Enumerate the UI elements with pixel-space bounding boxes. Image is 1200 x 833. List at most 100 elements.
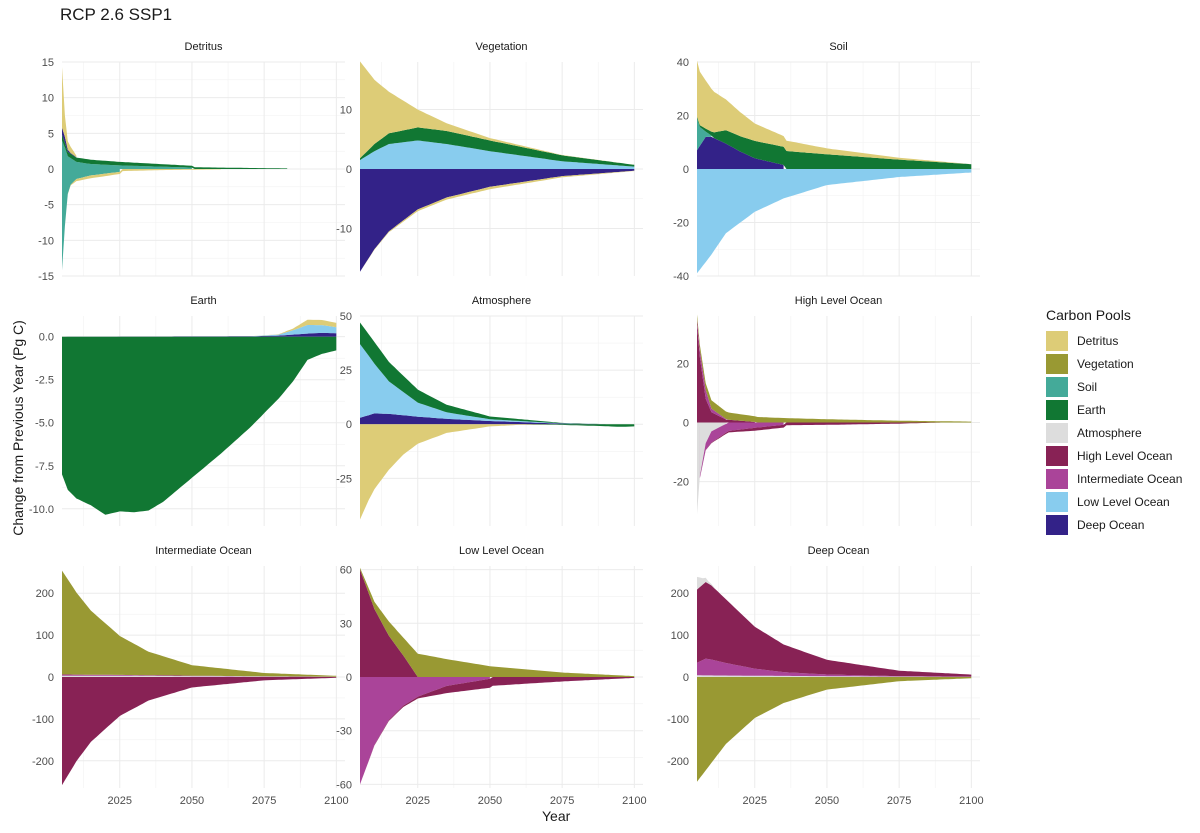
series-area-deep-ocean (697, 136, 784, 169)
y-tick-label: 0 (48, 164, 54, 176)
y-tick-label: -100 (667, 714, 689, 726)
series-area-vegetation (62, 570, 337, 677)
legend-swatch (1046, 445, 1068, 466)
facet-title: Atmosphere (472, 295, 531, 307)
facet-chart: Detritus-15-10-5051015Vegetation-10010So… (29, 41, 984, 807)
facet-panel: High Level Ocean -20 0 20 (673, 295, 980, 526)
series-area-intermediate-ocean (360, 677, 490, 785)
y-tick-label: 0 (346, 672, 352, 684)
legend-item: Deep Ocean (1046, 513, 1182, 536)
series-area-atmosphere (697, 675, 972, 677)
legend-items: Detritus Vegetation Soil Earth Atmosphere Hig… (1046, 329, 1182, 536)
series-area-atmosphere (697, 422, 726, 515)
legend: Carbon Pools Detritus Vegetation Soil Earth… (1046, 307, 1182, 536)
legend-item: Detritus (1046, 329, 1182, 352)
legend-swatch (1046, 330, 1068, 351)
series-area-deep-ocean (360, 169, 635, 272)
series-area-intermediate-ocean (697, 658, 972, 677)
series-area-detritus (62, 319, 337, 337)
series-area-earth (62, 336, 337, 515)
facet-panel: Intermediate Ocean -200 -100 0 100 200 2025 205… (32, 545, 349, 807)
y-tick-label: 5 (48, 128, 54, 140)
series-area-atmosphere (62, 675, 337, 677)
x-tick-label: 2075 (887, 795, 911, 807)
legend-swatch (1046, 399, 1068, 420)
facet-title: Earth (190, 295, 216, 307)
series-area-deep-ocean (62, 332, 337, 337)
series-area-earth (360, 322, 606, 425)
legend-swatch (1046, 353, 1068, 374)
facet-title: Vegetation (476, 41, 528, 53)
legend-item: Low Level Ocean (1046, 490, 1182, 513)
series-area-intermediate-ocean (62, 674, 337, 677)
series-area-soil (62, 140, 192, 169)
series-area-detritus (62, 67, 77, 158)
y-tick-label: 0 (346, 419, 352, 431)
x-tick-label: 2075 (550, 795, 574, 807)
facet-title: Detritus (185, 41, 223, 53)
x-tick-label: 2025 (743, 795, 767, 807)
series-area-high-level-ocean (697, 582, 972, 677)
y-tick-label: -40 (673, 271, 689, 283)
y-tick-label: -10 (38, 235, 54, 247)
series-area-atmosphere (697, 576, 718, 591)
y-tick-label: 0.0 (39, 332, 54, 344)
series-area-detritus (697, 60, 972, 165)
series-area-vegetation (697, 677, 972, 782)
legend-label: Atmosphere (1077, 425, 1142, 440)
y-tick-label: 60 (340, 565, 352, 577)
legend-swatch (1046, 376, 1068, 397)
legend-label: Deep Ocean (1077, 517, 1145, 532)
y-tick-label: -2.5 (35, 375, 54, 387)
y-tick-label: 100 (671, 630, 689, 642)
legend-item: Soil (1046, 375, 1182, 398)
facet-title: Deep Ocean (808, 545, 870, 557)
legend-label: Intermediate Ocean (1077, 471, 1183, 486)
y-axis-label: Change from Previous Year (Pg C) (10, 320, 26, 536)
legend-swatch (1046, 468, 1068, 489)
y-tick-label: -7.5 (35, 461, 54, 473)
series-area-intermediate-ocean (697, 314, 784, 478)
facet-panel: Low Level Ocean -60 -30 0 30 60 2025 2050 2075 21… (336, 545, 646, 807)
legend-label: Detritus (1077, 333, 1119, 348)
series-area-high-level-ocean (62, 677, 337, 786)
y-tick-label: 10 (42, 93, 54, 105)
series-area-soil (62, 169, 120, 271)
y-tick-label: -20 (673, 218, 689, 230)
y-tick-label: 20 (677, 358, 689, 370)
series-area-detritus (360, 422, 563, 520)
legend-item: Atmosphere (1046, 421, 1182, 444)
y-tick-label: 0 (683, 672, 689, 684)
y-tick-label: 0 (48, 672, 54, 684)
y-tick-label: -60 (336, 779, 352, 791)
y-tick-label: -10 (336, 223, 352, 235)
facet-title: High Level Ocean (795, 295, 882, 307)
y-tick-label: -5 (44, 200, 54, 212)
legend-label: High Level Ocean (1077, 448, 1173, 463)
series-area-earth (697, 116, 972, 169)
y-tick-label: -30 (336, 726, 352, 738)
y-tick-label: 20 (677, 111, 689, 123)
y-tick-label: -10.0 (29, 504, 54, 516)
facet-panel: Vegetation -10 0 10 (336, 41, 643, 276)
series-area-low-level-ocean (62, 325, 337, 337)
chart-title: RCP 2.6 SSP1 (60, 5, 173, 24)
y-tick-label: 50 (340, 311, 352, 323)
x-tick-label: 2075 (252, 795, 276, 807)
series-area-deep-ocean (360, 413, 606, 425)
series-area-low-level-ocean (360, 140, 635, 169)
x-tick-label: 2050 (478, 795, 502, 807)
y-tick-label: 200 (36, 588, 54, 600)
y-tick-label: -25 (336, 473, 352, 485)
y-tick-label: 10 (340, 105, 352, 117)
x-tick-label: 2025 (108, 795, 132, 807)
series-area-vegetation (697, 314, 972, 423)
facet-panel: Soil -40 -20 0 20 40 (673, 41, 980, 283)
y-tick-label: 0 (346, 164, 352, 176)
series-area-deep-ocean (62, 127, 77, 158)
legend-label: Soil (1077, 379, 1098, 394)
y-tick-label: -15 (38, 271, 54, 283)
y-tick-label: 0 (683, 417, 689, 429)
y-tick-label: 0 (683, 164, 689, 176)
legend-swatch (1046, 422, 1068, 443)
